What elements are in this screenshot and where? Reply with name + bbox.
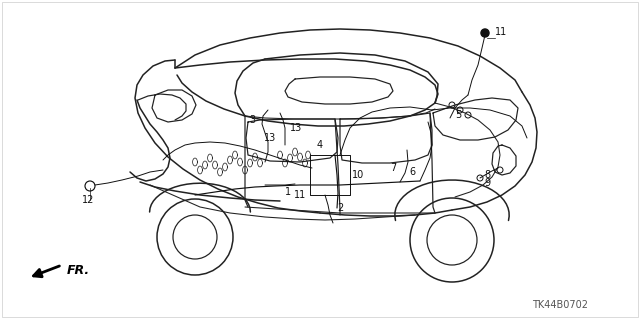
Text: 11: 11 bbox=[294, 190, 306, 200]
Text: 13: 13 bbox=[264, 133, 276, 143]
Text: FR.: FR. bbox=[67, 263, 90, 277]
Text: 12: 12 bbox=[82, 195, 94, 205]
Text: 7: 7 bbox=[390, 163, 396, 173]
Text: 6: 6 bbox=[409, 167, 415, 177]
Circle shape bbox=[481, 29, 489, 37]
Text: 3: 3 bbox=[249, 115, 255, 125]
Text: 2: 2 bbox=[337, 203, 343, 213]
Text: 9: 9 bbox=[484, 178, 490, 188]
Text: 8: 8 bbox=[484, 170, 490, 180]
Text: TK44B0702: TK44B0702 bbox=[532, 300, 588, 310]
Text: 1: 1 bbox=[285, 187, 291, 197]
Text: 11: 11 bbox=[495, 27, 508, 37]
Text: 5: 5 bbox=[455, 110, 461, 120]
Text: 13: 13 bbox=[290, 123, 302, 133]
Text: 10: 10 bbox=[352, 170, 364, 180]
Text: 4: 4 bbox=[317, 140, 323, 150]
